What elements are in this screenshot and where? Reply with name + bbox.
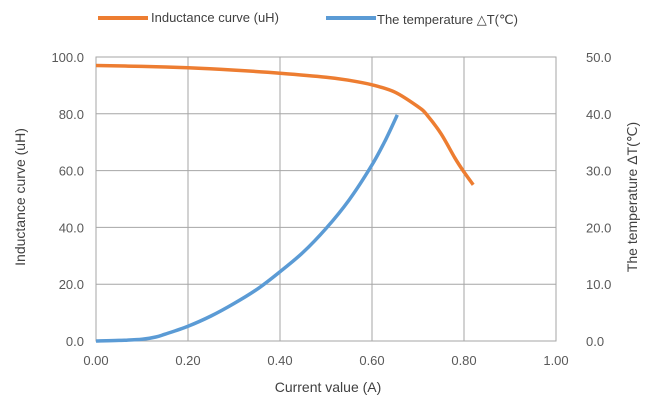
x-tick-label: 0.20 — [175, 353, 200, 368]
x-tick-label: 1.00 — [543, 353, 568, 368]
y-tick-label-left: 60.0 — [59, 164, 84, 179]
x-tick-label: 0.60 — [359, 353, 384, 368]
x-tick-label: 0.40 — [267, 353, 292, 368]
y-tick-label-right: 0.0 — [586, 334, 604, 349]
y-tick-label-left: 20.0 — [59, 277, 84, 292]
y-tick-label-left: 100.0 — [51, 50, 84, 65]
legend: Inductance curve (uH) The temperature △T… — [98, 10, 518, 27]
y-axis-title-right: The temperature ΔT(℃) — [624, 122, 640, 272]
tick-labels: 0.0 0.0 20.0 10.0 40.0 20.0 60.0 30.0 80.0 40.0 10… — [51, 50, 611, 368]
y-tick-label-right: 30.0 — [586, 164, 611, 179]
series-layer — [95, 63, 475, 343]
x-tick-label: 0.80 — [451, 353, 476, 368]
y-tick-label-left: 80.0 — [59, 107, 84, 122]
y-tick-label-left: 40.0 — [59, 220, 84, 235]
y-tick-label-right: 10.0 — [586, 277, 611, 292]
legend-label-inductance: Inductance curve (uH) — [151, 10, 279, 25]
y-tick-label-left: 0.0 — [66, 334, 84, 349]
legend-label-temperature: The temperature △T(℃) — [377, 12, 518, 27]
x-axis-title: Current value (A) — [275, 379, 382, 395]
series-line-inductance — [95, 63, 475, 186]
plot-frame — [95, 56, 557, 342]
series-line-temperature — [95, 114, 399, 343]
x-tick-label: 0.00 — [83, 353, 108, 368]
y-axis-title-left: Inductance curve (uH) — [12, 128, 28, 266]
grid — [95, 56, 557, 342]
y-tick-label-right: 50.0 — [586, 50, 611, 65]
y-tick-label-right: 20.0 — [586, 220, 611, 235]
y-tick-label-right: 40.0 — [586, 107, 611, 122]
